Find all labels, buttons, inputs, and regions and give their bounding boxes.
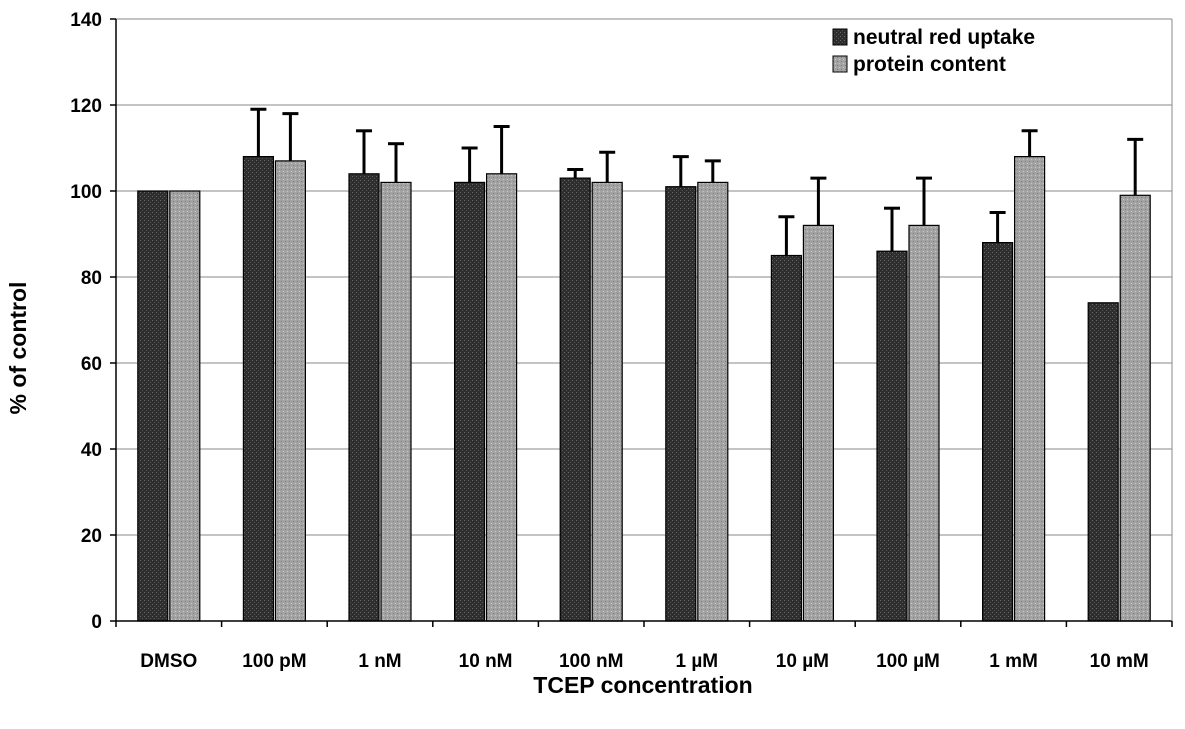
y-axis-title: % of control xyxy=(5,282,31,415)
bar-protein-content xyxy=(802,224,835,622)
bars-group xyxy=(137,107,1151,622)
y-tick-label: 140 xyxy=(70,10,102,31)
bar-protein-content xyxy=(591,181,623,622)
bar-neutral-red-uptake xyxy=(876,250,908,622)
x-tick-label: 10 mM xyxy=(1090,651,1149,672)
bar-protein-content xyxy=(908,224,940,622)
bar-neutral-red-uptake xyxy=(665,186,697,622)
bar-protein-content xyxy=(380,181,412,622)
x-axis-title: TCEP concentration xyxy=(533,672,752,698)
gridlines xyxy=(116,18,1172,536)
bar-protein-content xyxy=(1013,156,1046,622)
x-tick-label: 1 mM xyxy=(989,651,1038,672)
x-tick-label: 1 µM xyxy=(675,651,718,672)
bar-neutral-red-uptake xyxy=(454,181,486,622)
legend-label: protein content xyxy=(853,53,1006,76)
x-tick-label: 100 pM xyxy=(242,651,306,672)
y-tick-label: 60 xyxy=(81,354,102,375)
bar-neutral-red-uptake xyxy=(981,242,1014,622)
y-tick-label: 0 xyxy=(91,612,102,633)
legend-swatch xyxy=(832,55,848,73)
x-tick-label: 1 nM xyxy=(358,651,401,672)
legend: neutral red uptake protein content xyxy=(832,26,1035,76)
bar-protein-content xyxy=(274,160,306,622)
bar-protein-content xyxy=(486,173,518,622)
y-tick-label: 80 xyxy=(81,268,102,289)
bar-protein-content xyxy=(697,181,729,622)
y-tick-labels: 0 20 40 60 80 100 120 140 xyxy=(70,10,102,633)
legend-swatch xyxy=(832,28,848,46)
legend-label: neutral red uptake xyxy=(853,26,1035,49)
bar-neutral-red-uptake xyxy=(770,254,803,622)
x-tick-label: 100 µM xyxy=(876,651,940,672)
y-tick-label: 120 xyxy=(70,96,102,117)
x-tick-labels: DMSO 100 pM 1 nM 10 nM 100 nM 1 µM 10 µM 100 µM… xyxy=(140,651,1148,672)
bar-neutral-red-uptake xyxy=(242,156,274,622)
y-tick-label: 20 xyxy=(81,526,102,547)
bar-protein-content xyxy=(1119,194,1151,622)
x-tick-label: 10 µM xyxy=(776,651,829,672)
x-tick-label: DMSO xyxy=(140,651,197,672)
axes xyxy=(110,18,1173,627)
x-tick-label: 10 nM xyxy=(459,651,513,672)
bar-neutral-red-uptake xyxy=(559,177,591,622)
bar-protein-content xyxy=(169,190,201,622)
x-tick-label: 100 nM xyxy=(559,651,623,672)
bar-neutral-red-uptake xyxy=(1087,302,1119,622)
bar-neutral-red-uptake xyxy=(137,190,169,622)
y-tick-label: 40 xyxy=(81,440,102,461)
y-tick-label: 100 xyxy=(70,182,102,203)
bar-neutral-red-uptake xyxy=(348,173,380,622)
